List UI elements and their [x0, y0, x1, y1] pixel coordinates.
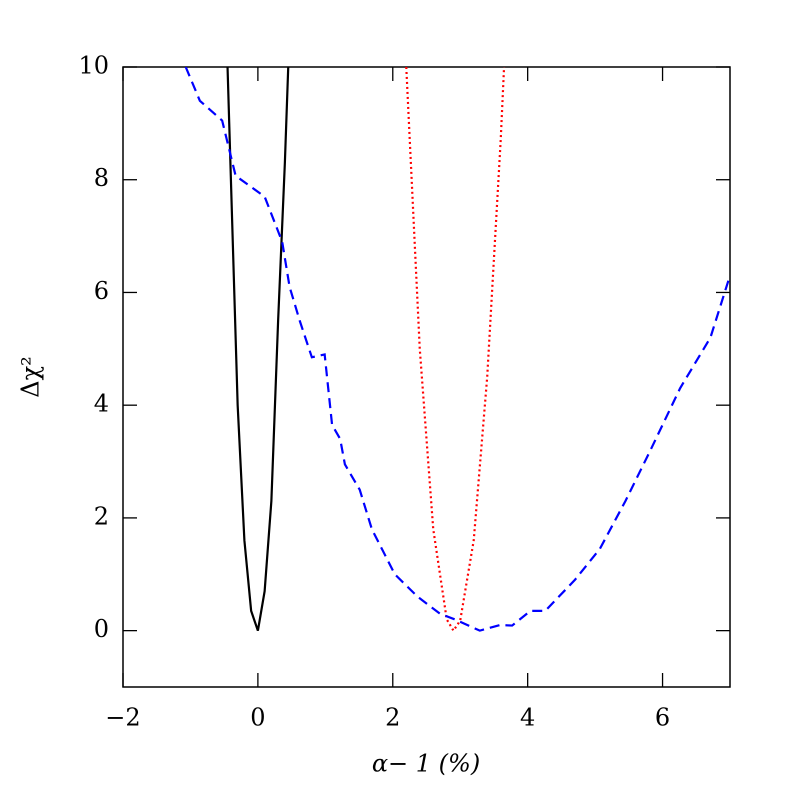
plot-frame: [122, 66, 731, 688]
y-tick-label: 0: [94, 615, 109, 643]
y-axis-label: Δχ²: [17, 356, 45, 398]
series-line: [405, 67, 506, 633]
y-tick-label: 8: [94, 164, 109, 192]
y-tick-label: 4: [94, 390, 109, 418]
x-axis-label: α− 1 (%): [372, 750, 480, 778]
x-tick-label: 4: [520, 704, 535, 732]
series-line: [226, 67, 290, 631]
y-tick-label: 10: [78, 52, 109, 80]
x-tick-label: 6: [655, 704, 670, 732]
y-tick-label: 6: [94, 277, 109, 305]
x-tick-label: 2: [385, 704, 400, 732]
x-tick-label: 0: [250, 704, 265, 732]
y-tick-label: 2: [94, 502, 109, 530]
x-tick-label: −2: [105, 704, 140, 732]
